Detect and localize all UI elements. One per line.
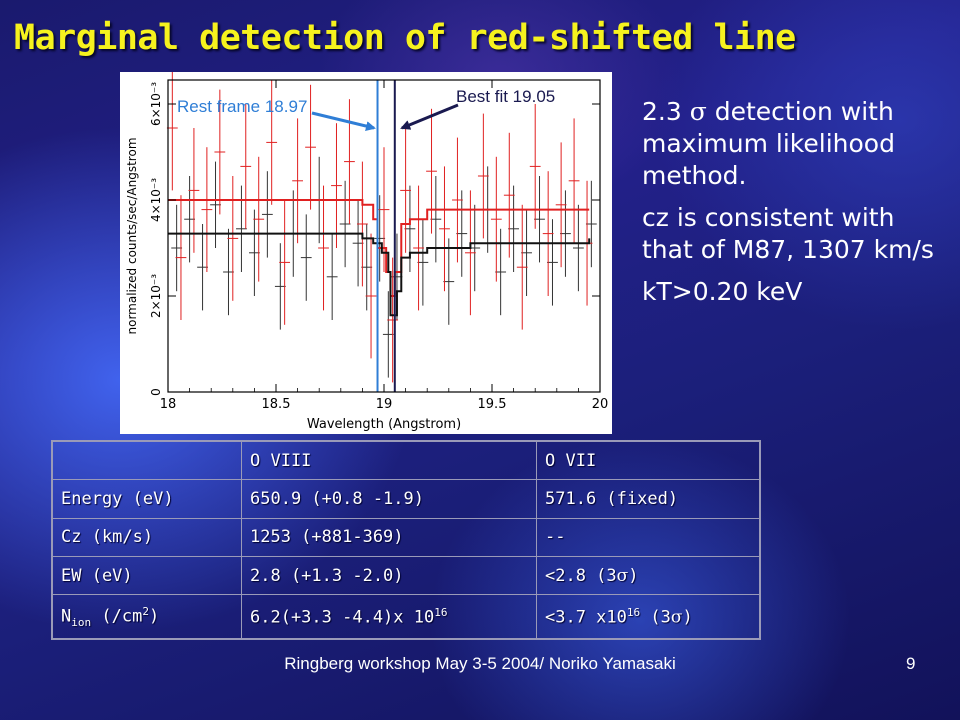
header-cell-o8: O VIII xyxy=(241,440,537,481)
sigma-symbol: σ xyxy=(670,607,683,628)
page-number: 9 xyxy=(906,654,916,673)
header-cell-o7: O VII xyxy=(536,440,761,481)
model-line-0 xyxy=(168,199,590,297)
best-fit-annotation: Best fit 19.05 xyxy=(456,87,556,106)
table-row: EW (eV) 2.8 (+1.3 -2.0) <2.8 (3σ) xyxy=(51,555,761,596)
o7-value-close: ) xyxy=(628,565,639,586)
o8-value: 6.2(+3.3 -4.4)x 1016 xyxy=(241,594,537,640)
x-tick-label-4: 20 xyxy=(592,397,609,412)
row-label: Cz (km/s) xyxy=(51,517,242,557)
detection-significance: 2.3 xyxy=(642,97,682,126)
o8-exponent: 16 xyxy=(434,605,448,619)
label-n: N xyxy=(61,606,72,627)
row-label: Energy (eV) xyxy=(51,479,242,519)
footer-text: Ringberg workshop May 3-5 2004/ Noriko Y… xyxy=(284,654,676,673)
tick-layer: 18 18.5 19 19.5 20 0 2×10⁻³ 4×10⁻³ 6×10⁻³ xyxy=(149,80,608,412)
table-row: Nion (/cm2) 6.2(+3.3 -4.4)x 1016 <3.7 x1… xyxy=(51,594,761,640)
row-label: EW (eV) xyxy=(51,555,242,596)
o7-value: <3.7 x1016 (3σ) xyxy=(536,594,761,640)
o7-value-text: <2.8 (3 xyxy=(545,565,617,586)
table-row: Energy (eV) 650.9 (+0.8 -1.9) 571.6 (fix… xyxy=(51,479,761,519)
o7-value-text: <3.7 x10 xyxy=(545,607,627,628)
label-sub: ion xyxy=(71,615,92,629)
o8-value: 2.8 (+1.3 -2.0) xyxy=(241,555,537,596)
slide-title: Marginal detection of red-shifted line xyxy=(14,18,796,58)
rest-frame-annotation: Rest frame 18.97 xyxy=(177,97,308,116)
y-tick-label-1: 2×10⁻³ xyxy=(149,274,163,318)
sigma-symbol: σ xyxy=(616,565,629,586)
results-table: O VIII O VII Energy (eV) 650.9 (+0.8 -1.… xyxy=(51,440,761,640)
detection-note: 2.3 σ detection with maximum likelihood … xyxy=(642,96,952,192)
model-line-1 xyxy=(168,232,591,317)
spectrum-chart: 18 18.5 19 19.5 20 0 2×10⁻³ 4×10⁻³ 6×10⁻³ Wavele… xyxy=(120,72,612,434)
y-tick-label-0: 0 xyxy=(149,388,163,396)
y-axis-label: normalized counts/sec/Angstrom xyxy=(125,137,139,334)
row-label: Nion (/cm2) xyxy=(51,594,242,640)
o7-value: 571.6 (fixed) xyxy=(536,479,761,519)
x-axis-label: Wavelength (Angstrom) xyxy=(307,417,461,432)
label-sup: 2 xyxy=(142,604,149,618)
o8-value-text: 6.2(+3.3 -4.4)x 10 xyxy=(250,607,435,628)
x-tick-label-1: 18.5 xyxy=(262,397,291,412)
o7-value-close: ) xyxy=(682,607,693,628)
o8-value: 1253 (+881-369) xyxy=(241,517,537,557)
label-close: ) xyxy=(148,606,160,627)
data-layer xyxy=(166,72,597,392)
table-row: Cz (km/s) 1253 (+881-369) -- xyxy=(51,517,761,557)
kt-note: kT>0.20 keV xyxy=(642,277,803,306)
notes-panel: 2.3 σ detection with maximum likelihood … xyxy=(642,96,952,318)
detection-text: detection with maximum likelihood method… xyxy=(642,97,895,190)
table-header-row: O VIII O VII xyxy=(51,440,761,481)
o8-value: 650.9 (+0.8 -1.9) xyxy=(241,479,537,519)
sigma-symbol: σ xyxy=(689,97,707,126)
o7-value-mid: (3 xyxy=(640,607,671,628)
cz-note: cz is consistent with that of M87, 1307 … xyxy=(642,203,934,264)
o7-exponent: 16 xyxy=(626,605,641,619)
o7-value: -- xyxy=(536,517,761,557)
y-tick-label-2: 4×10⁻³ xyxy=(149,178,163,222)
x-tick-label-3: 19.5 xyxy=(478,397,507,412)
x-tick-label-2: 19 xyxy=(376,397,393,412)
header-cell-empty xyxy=(51,440,242,481)
o7-value: <2.8 (3σ) xyxy=(536,555,761,596)
y-tick-label-3: 6×10⁻³ xyxy=(149,82,163,126)
spectrum-plot-svg: 18 18.5 19 19.5 20 0 2×10⁻³ 4×10⁻³ 6×10⁻³ Wavele… xyxy=(125,72,608,432)
label-unit: (/cm xyxy=(91,606,143,627)
x-tick-label-0: 18 xyxy=(160,397,177,412)
